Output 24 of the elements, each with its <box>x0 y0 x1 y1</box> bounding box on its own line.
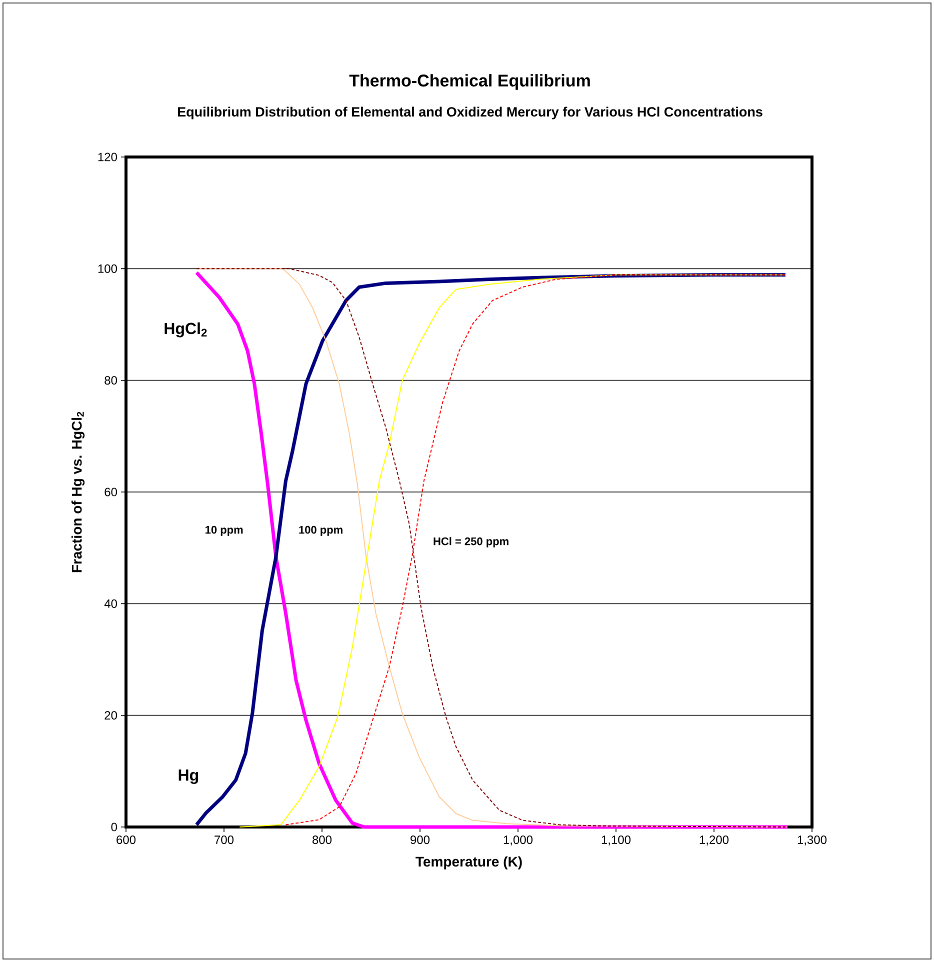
x-tick-label: 800 <box>312 836 332 844</box>
y-tick-label: 60 <box>104 488 117 496</box>
x-axis-title: Temperature (K) <box>416 856 522 870</box>
x-tick-label: 700 <box>214 836 234 844</box>
x-tick-label: 1,200 <box>700 836 729 846</box>
x-tick-label: 1,300 <box>798 836 827 846</box>
x-tick-label: 1,000 <box>504 836 533 846</box>
annotation: HCl = 250 ppm <box>434 537 508 548</box>
annotation: 100 ppm <box>299 526 342 536</box>
y-tick-label: 20 <box>104 711 117 720</box>
chart-title: Thermo-Chemical Equilibrium <box>349 74 590 90</box>
x-tick-label: 1,100 <box>602 836 631 846</box>
y-axis-title: Fraction of Hg vs. HgCl$_{2}$ <box>71 412 85 572</box>
annotation: Hg <box>178 770 198 784</box>
x-tick-label: 900 <box>410 836 430 844</box>
y-tick-label: 100 <box>98 264 117 273</box>
y-tick-label: 120 <box>98 152 117 162</box>
y-tick-label: 40 <box>104 599 117 608</box>
annotation: HgCl$_{2}$ <box>164 322 207 338</box>
y-tick-label: 80 <box>104 376 117 385</box>
x-tick-label: 600 <box>116 836 136 844</box>
chart-subtitle: Equilibrium Distribution of Elemental and Oxidized Mercury for Various HCl Concentrations <box>178 106 762 120</box>
y-tick-label: 0 <box>111 822 118 832</box>
annotation: 10 ppm <box>206 526 243 536</box>
